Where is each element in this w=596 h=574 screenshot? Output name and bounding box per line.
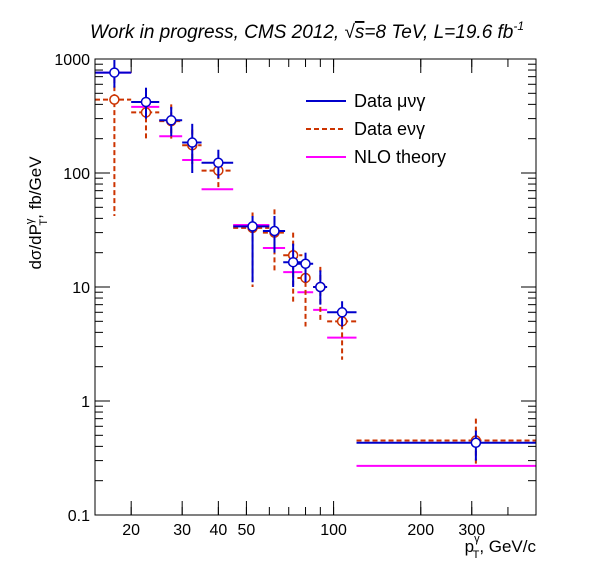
y-tick-label: 1 bbox=[81, 394, 90, 411]
legend-label-theory: NLO theory bbox=[354, 147, 446, 167]
x-tick-label: 30 bbox=[173, 522, 191, 539]
x-tick-label: 50 bbox=[238, 522, 256, 539]
y-tick-label: 0.1 bbox=[68, 508, 90, 525]
data-point bbox=[248, 222, 257, 231]
chart-title: Work in progress, CMS 2012, √s=8 TeV, L=… bbox=[90, 19, 524, 43]
y-tick-label: 1000 bbox=[54, 52, 90, 69]
x-tick-label: 40 bbox=[209, 522, 227, 539]
data-point bbox=[338, 308, 347, 317]
data-point bbox=[188, 138, 197, 147]
data-point bbox=[270, 226, 279, 235]
legend-label-muon: Data μνγ bbox=[354, 91, 425, 111]
x-tick-label: 100 bbox=[320, 522, 347, 539]
data-point bbox=[141, 97, 150, 106]
legend-label-electron: Data eνγ bbox=[354, 119, 425, 139]
x-tick-label: 200 bbox=[407, 522, 434, 539]
data-point bbox=[301, 259, 310, 268]
data-point bbox=[167, 116, 176, 125]
data-point bbox=[289, 258, 298, 267]
data-point bbox=[110, 68, 119, 77]
x-tick-label: 20 bbox=[122, 522, 140, 539]
x-tick-label: 300 bbox=[458, 522, 485, 539]
y-tick-label: 100 bbox=[63, 166, 90, 183]
data-point bbox=[471, 438, 480, 447]
y-tick-label: 10 bbox=[72, 280, 90, 297]
data-point bbox=[316, 283, 325, 292]
data-point bbox=[110, 95, 119, 104]
data-point bbox=[214, 158, 223, 167]
